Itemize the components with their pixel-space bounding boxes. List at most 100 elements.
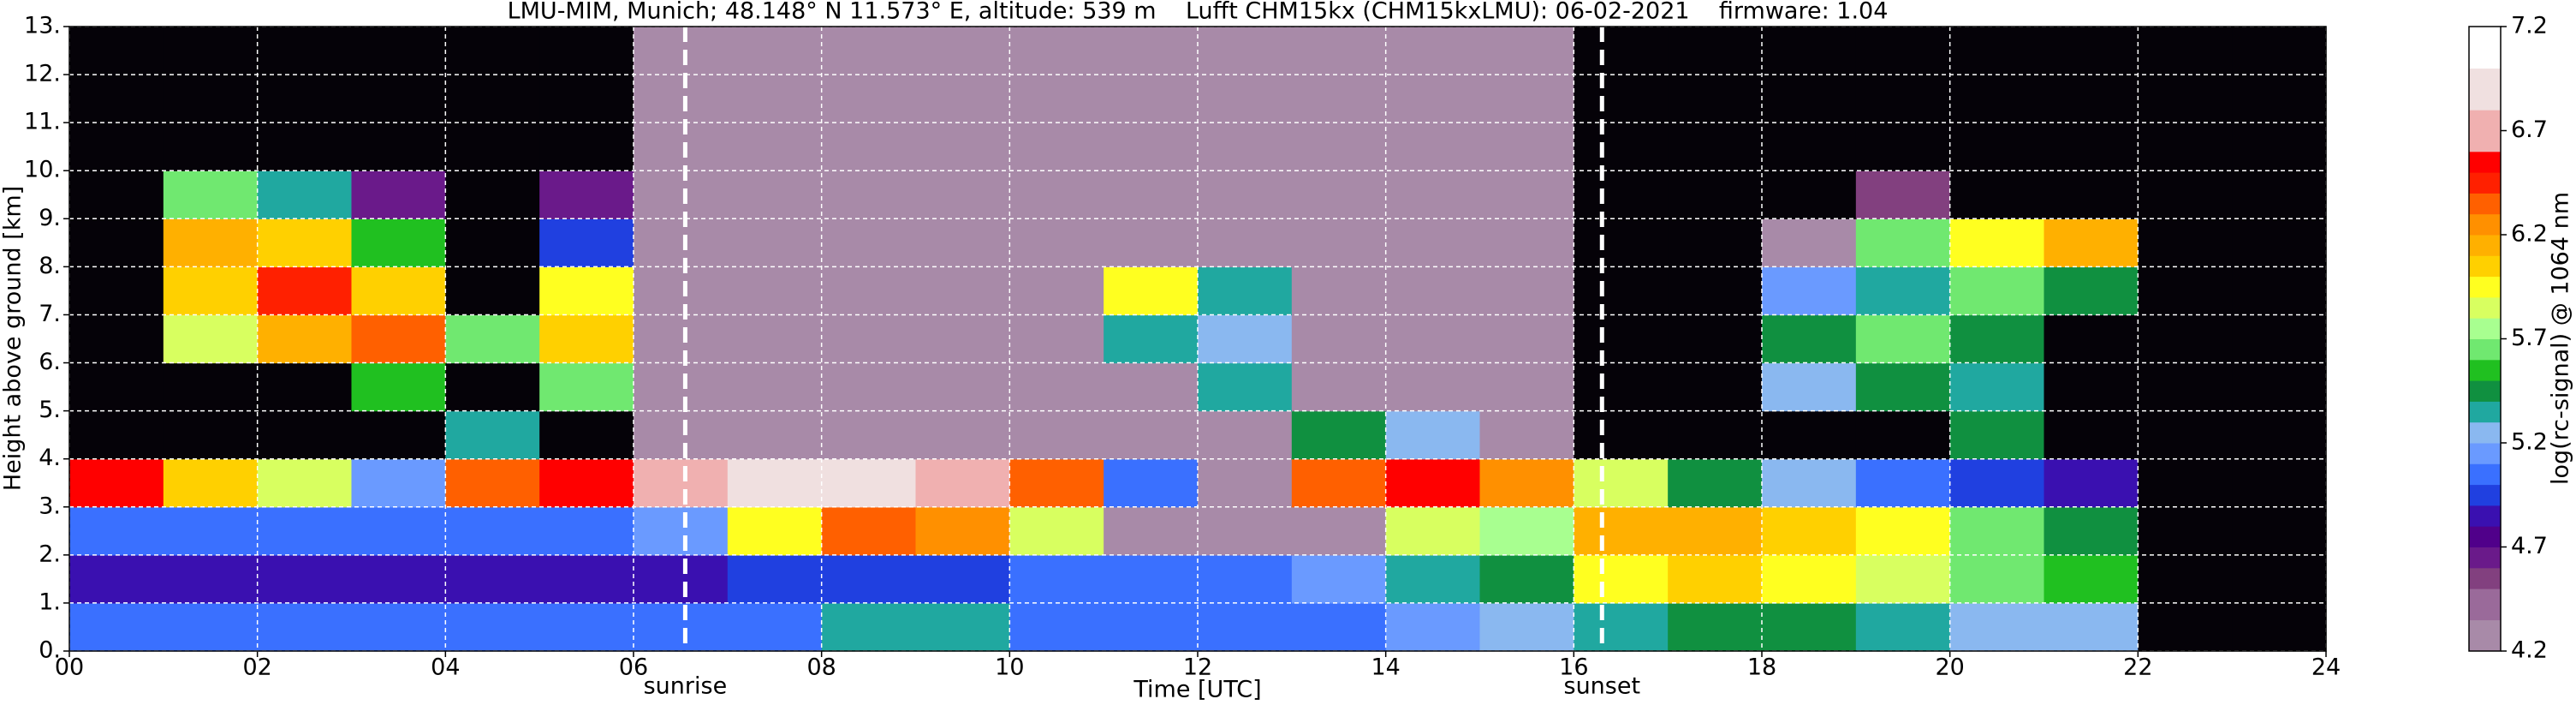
heatmap-cell: [1855, 75, 1951, 123]
heatmap-cell: [1668, 27, 1763, 75]
heatmap-cell: [351, 314, 446, 364]
heatmap-cell: [1198, 170, 1293, 219]
heatmap-cell: [1104, 506, 1199, 556]
heatmap-cell: [163, 27, 259, 75]
heatmap-cell: [634, 602, 729, 652]
heatmap-cell: [257, 458, 353, 508]
heatmap-cell: [821, 314, 917, 364]
heatmap-cell: [915, 506, 1010, 556]
colorbar-band: [2469, 151, 2501, 173]
heatmap-cell: [1574, 122, 1669, 171]
heatmap-cell: [1385, 218, 1481, 267]
heatmap-cell: [1385, 362, 1481, 412]
colorbar-band: [2469, 589, 2501, 621]
heatmap-cell: [1385, 314, 1481, 364]
heatmap-cell: [634, 75, 729, 123]
heatmap-cell: [1009, 266, 1104, 316]
heatmap-cell: [1855, 458, 1951, 508]
heatmap-cell: [163, 506, 259, 556]
heatmap-cell: [821, 602, 917, 652]
heatmap-cell: [1104, 410, 1199, 460]
x-tick-label: 22: [2123, 654, 2152, 681]
heatmap-cell: [351, 122, 446, 171]
heatmap-cell: [351, 75, 446, 123]
heatmap-cell: [445, 458, 540, 508]
heatmap-cell: [1009, 218, 1104, 267]
heatmap-cell: [2044, 458, 2139, 508]
heatmap-cell: [539, 554, 634, 604]
colorbar-band: [2469, 547, 2501, 569]
heatmap-cell: [1668, 410, 1763, 460]
heatmap-cell: [1855, 218, 1951, 267]
heatmap-cell: [1668, 554, 1763, 604]
heatmap-cell: [1949, 122, 2045, 171]
heatmap-cell: [2044, 170, 2139, 219]
y-tick-label: 6.: [39, 349, 61, 375]
heatmap-cell: [1479, 314, 1574, 364]
heatmap-cell: [163, 314, 259, 364]
colorbar-band: [2469, 193, 2501, 215]
heatmap-cell: [821, 75, 917, 123]
heatmap-cell: [1385, 170, 1481, 219]
heatmap-cell: [1574, 27, 1669, 75]
heatmap-cell: [2232, 314, 2327, 364]
heatmap-cell: [2138, 266, 2233, 316]
heatmap-cell: [445, 314, 540, 364]
heatmap-cell: [1574, 362, 1669, 412]
annotation-label: sunset: [1564, 673, 1641, 700]
heatmap-cell: [1291, 122, 1387, 171]
colorbar-tick-label: 7.2: [2511, 13, 2548, 39]
heatmap-cell: [1855, 362, 1951, 412]
heatmap-cell: [257, 410, 353, 460]
heatmap-cell: [634, 506, 729, 556]
heatmap-cell: [1291, 410, 1387, 460]
y-tick-label: 5.: [39, 397, 61, 423]
colorbar-band: [2469, 567, 2501, 589]
heatmap-cell: [539, 362, 634, 412]
heatmap-cell: [727, 122, 823, 171]
x-tick-label: 02: [242, 654, 271, 681]
heatmap-cell: [1668, 75, 1763, 123]
colorbar-band: [2469, 213, 2501, 236]
heatmap-cell: [634, 218, 729, 267]
heatmap-cell: [727, 506, 823, 556]
heatmap-cell: [1668, 506, 1763, 556]
heatmap-cell: [445, 27, 540, 75]
heatmap-cell: [539, 122, 634, 171]
heatmap-cell: [1855, 27, 1951, 75]
heatmap-cell: [69, 170, 164, 219]
heatmap-cell: [1762, 122, 1857, 171]
heatmap-cell: [1385, 602, 1481, 652]
heatmap-cell: [1104, 75, 1199, 123]
heatmap-cell: [821, 554, 917, 604]
heatmap-cell: [69, 554, 164, 604]
heatmap-cell: [1009, 27, 1104, 75]
heatmap-cell: [1104, 27, 1199, 75]
heatmap-cell: [727, 554, 823, 604]
heatmap-cell: [1855, 266, 1951, 316]
heatmap-cell: [1198, 506, 1293, 556]
heatmap-cell: [163, 554, 259, 604]
heatmap-cell: [2138, 314, 2233, 364]
heatmap-cell: [1949, 554, 2045, 604]
x-tick-label: 14: [1371, 654, 1400, 681]
heatmap-cell: [1198, 362, 1293, 412]
heatmap-cell: [163, 458, 259, 508]
heatmap-cell: [1104, 458, 1199, 508]
heatmap-cell: [1762, 170, 1857, 219]
heatmap-cell: [2232, 218, 2327, 267]
heatmap-cell: [257, 506, 353, 556]
heatmap-cell: [2138, 410, 2233, 460]
heatmap-cell: [351, 602, 446, 652]
heatmap-cell: [163, 170, 259, 219]
heatmap-cell: [445, 602, 540, 652]
heatmap-cell: [1198, 122, 1293, 171]
heatmap-cell: [1479, 506, 1574, 556]
heatmap-cell: [2044, 554, 2139, 604]
heatmap-cell: [69, 506, 164, 556]
heatmap-cell: [2232, 506, 2327, 556]
heatmap-cell: [1949, 170, 2045, 219]
heatmap-cell: [445, 75, 540, 123]
heatmap-cell: [1855, 602, 1951, 652]
heatmap-cell: [634, 458, 729, 508]
